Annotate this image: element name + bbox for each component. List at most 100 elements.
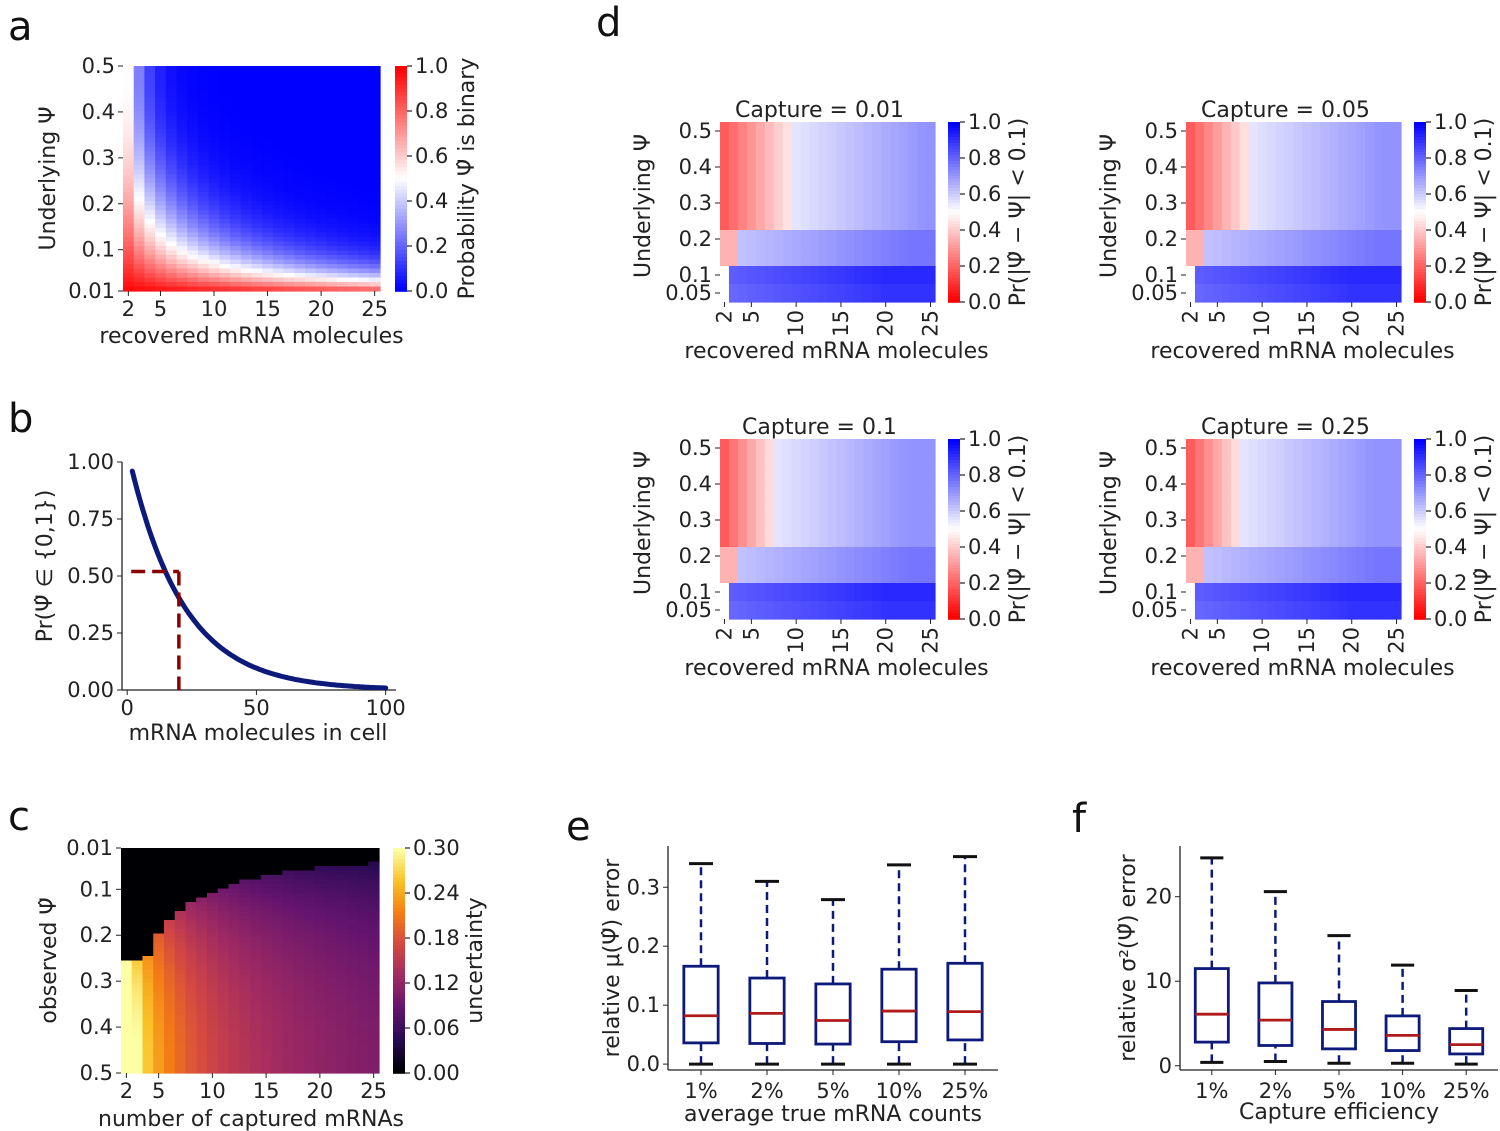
heatmap-cell [197, 232, 210, 238]
heatmap-cell [872, 475, 882, 494]
heatmap-cell [800, 266, 811, 285]
heatmap-cell [251, 192, 263, 198]
heatmap-cell [260, 884, 273, 890]
heatmap-cell [219, 124, 231, 130]
heatmap-cell [1248, 583, 1259, 602]
heatmap-cell [131, 965, 144, 971]
heatmap-cell [1356, 583, 1366, 602]
heatmap-cell [358, 286, 370, 292]
heatmap-cell [926, 493, 936, 512]
heatmap-cell [260, 942, 273, 948]
panel-d-colorbar-cell [1414, 179, 1426, 183]
heatmap-cell [337, 138, 349, 144]
heatmap-cell [357, 978, 369, 984]
heatmap-cell [863, 230, 873, 249]
heatmap-cell [1374, 493, 1384, 512]
heatmap-cell [123, 97, 135, 103]
heatmap-cell [303, 852, 316, 858]
heatmap-cell [262, 133, 274, 139]
probability-curve [129, 468, 389, 691]
panel-d-colorbar-cell [948, 511, 960, 515]
heatmap-cell [271, 861, 283, 867]
panel-d-colorbar-cell [1414, 577, 1426, 581]
heatmap-cell [208, 250, 220, 256]
heatmap-cell [746, 212, 757, 231]
heatmap-cell [142, 938, 154, 944]
panel-a-colorbar-cell [395, 227, 407, 232]
heatmap-cell [368, 1028, 380, 1034]
heatmap-cell [337, 151, 349, 157]
heatmap-cell [369, 169, 381, 175]
x-tick-label: 1% [684, 1079, 717, 1103]
heatmap-cell [303, 848, 316, 854]
heatmap-cell [208, 273, 220, 279]
heatmap-cell [1284, 266, 1295, 285]
heatmap-cell [782, 511, 793, 530]
box [1321, 1000, 1357, 1051]
heatmap-cell [358, 106, 370, 112]
heatmap-cell [293, 911, 305, 917]
heatmap-cell [197, 268, 210, 274]
heatmap-cell [337, 70, 349, 76]
heatmap-cell [174, 906, 187, 912]
panel-d-colorbar-cell [948, 254, 960, 258]
panel-d-colorbar-cell [1414, 122, 1426, 126]
heatmap-cell [764, 493, 775, 512]
heatmap-cell [250, 1059, 262, 1065]
heatmap-cell [217, 1001, 230, 1007]
y-tick-label: 0.3 [80, 969, 113, 993]
heatmap-cell [926, 511, 936, 530]
heatmap-cell [271, 1041, 283, 1047]
heatmap-cell [1374, 565, 1384, 584]
heatmap-cell [845, 601, 855, 620]
heatmap-cell [271, 942, 283, 948]
heatmap-cell [153, 929, 165, 935]
heatmap-cell [282, 938, 294, 944]
panel-c-colorbar-cell [393, 926, 405, 932]
heatmap-cell [368, 915, 380, 921]
heatmap-cell [326, 84, 338, 90]
panel-c-colorbar-cell [393, 851, 405, 857]
panel-d-colorbar-cell [1414, 478, 1426, 482]
heatmap-cell [187, 88, 199, 94]
heatmap-cell [1383, 284, 1393, 303]
panel-a-colorbar-cell [395, 193, 407, 199]
heatmap-cell [845, 140, 855, 159]
heatmap-cell [196, 920, 208, 926]
heatmap-cell [1212, 248, 1223, 267]
panel-a-colorbar-cell [395, 231, 407, 236]
heatmap-cell [337, 286, 349, 292]
heatmap-cell [283, 210, 295, 216]
heatmap-cell [791, 493, 802, 512]
heatmap-cell [123, 210, 135, 216]
heatmap-cell [336, 992, 348, 998]
heatmap-cell [239, 902, 251, 908]
heatmap-cell [240, 268, 253, 274]
heatmap-cell [174, 915, 187, 921]
heatmap-cell [337, 223, 349, 229]
heatmap-cell [1329, 122, 1339, 141]
heatmap-cell [303, 902, 316, 908]
heatmap-cell [294, 133, 306, 139]
heatmap-cell [336, 951, 348, 957]
panel-d-colorbar-cell [1414, 176, 1426, 180]
heatmap-cell [854, 583, 864, 602]
panel-c-colorbar-cell [393, 949, 405, 954]
heatmap-cell [1347, 547, 1357, 566]
heatmap-cell [863, 475, 873, 494]
panel-c-colorbar-tick-label: 0.00 [413, 1061, 460, 1085]
heatmap-cell [271, 911, 283, 917]
heatmap-cell [196, 1028, 208, 1034]
panel-c-colorbar-cell [393, 1061, 405, 1067]
heatmap-cell [155, 156, 167, 162]
heatmap-cell [369, 102, 381, 108]
heatmap-cell [197, 183, 210, 189]
panel-d-colorbar-cell [948, 451, 960, 455]
heatmap-cell [809, 158, 820, 177]
heatmap-cell [208, 174, 220, 180]
heatmap-cell [325, 1037, 337, 1043]
heatmap-cell [228, 924, 240, 930]
heatmap-cell [187, 93, 199, 99]
heatmap-cell [197, 88, 210, 94]
heatmap-cell [144, 264, 156, 270]
